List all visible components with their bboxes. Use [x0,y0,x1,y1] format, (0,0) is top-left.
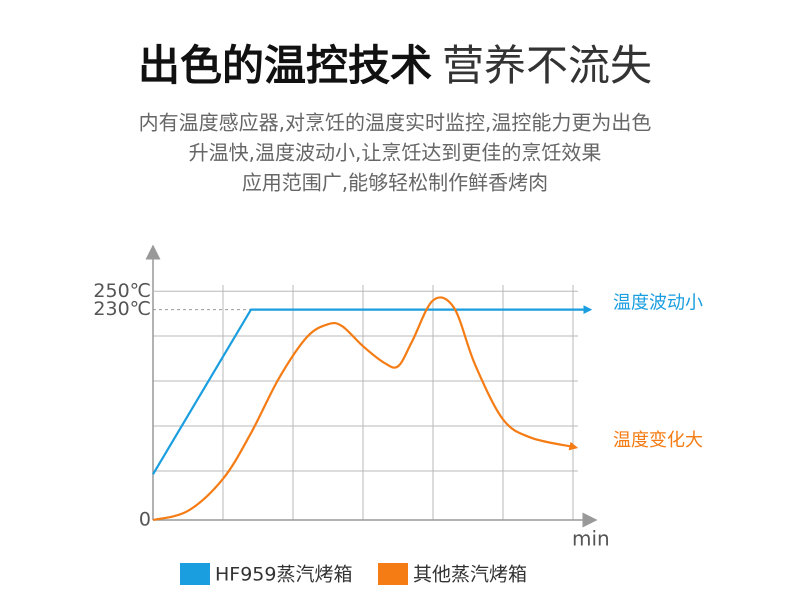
subtitle: 升温快,温度波动小,让烹饪达到更佳的烹饪效果 [189,141,602,165]
legend-label: HF959蒸汽烤箱 [215,564,352,586]
series-line [152,296,579,522]
subtitle: 应用范围广,能够轻松制作鲜香烤肉 [242,171,548,195]
chart-title: 出色的温控技术 营养不流失 [138,41,652,90]
title-bold: 出色的温控技术 [138,41,432,90]
title-light: 营养不流失 [442,41,652,90]
series-annotation: 温度变化大 [613,430,703,451]
subtitle: 内有温度感应器,对烹饪的温度实时监控,温控能力更为出色 [139,111,652,135]
x-axis-label: min [572,527,610,551]
legend-label: 其他蒸汽烤箱 [413,564,527,586]
y-tick-label: 230℃ [93,298,151,320]
legend-swatch [378,563,408,585]
series-line [152,305,593,475]
legend-swatch [180,563,210,585]
series-annotation: 温度波动小 [613,293,703,314]
y-tick-label: 0 [139,509,151,531]
y-tick-label: 250℃ [93,280,151,302]
grid-decor [153,285,578,520]
